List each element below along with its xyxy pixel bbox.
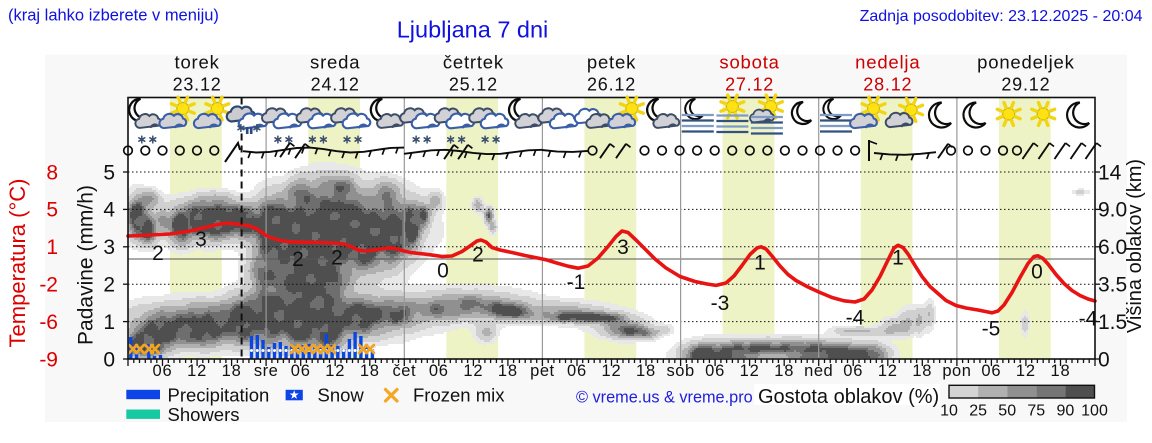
svg-text:12: 12	[878, 362, 898, 380]
svg-text:5: 5	[46, 199, 58, 222]
svg-text:50: 50	[998, 403, 1016, 420]
svg-text:0: 0	[103, 348, 115, 371]
svg-text:-4: -4	[846, 307, 865, 330]
svg-text:9.0: 9.0	[1098, 199, 1127, 222]
svg-text:-5: -5	[982, 318, 1001, 341]
svg-text:Padavine (mm/h): Padavine (mm/h)	[75, 185, 98, 345]
svg-text:1: 1	[46, 236, 58, 259]
svg-text:Gostota oblakov (%): Gostota oblakov (%)	[758, 386, 939, 408]
svg-text:-3: -3	[711, 292, 730, 315]
svg-text:2: 2	[103, 274, 115, 297]
svg-text:Višina oblakov (km): Višina oblakov (km)	[1124, 159, 1146, 333]
svg-text:29.12: 29.12	[1001, 75, 1050, 95]
svg-text:sreda: sreda	[310, 52, 360, 73]
svg-text:06: 06	[429, 362, 449, 380]
svg-text:26.12: 26.12	[587, 75, 636, 95]
svg-text:14: 14	[1098, 161, 1122, 184]
svg-text:23.12: 23.12	[173, 75, 222, 95]
svg-text:18: 18	[360, 362, 380, 380]
svg-text:sre: sre	[254, 362, 278, 380]
svg-text:petek: petek	[587, 52, 636, 73]
svg-text:06: 06	[705, 362, 725, 380]
svg-text:18: 18	[498, 362, 518, 380]
svg-text:1: 1	[103, 311, 115, 334]
svg-text:75: 75	[1027, 403, 1045, 420]
svg-text:pon: pon	[942, 362, 971, 380]
svg-text:3.5: 3.5	[1098, 274, 1127, 297]
svg-text:Zadnja posodobitev: 23.12.2025: Zadnja posodobitev: 23.12.2025 - 20:04	[860, 8, 1143, 25]
svg-text:nedelja: nedelja	[855, 52, 920, 73]
svg-text:2: 2	[292, 248, 304, 271]
svg-text:sob: sob	[667, 362, 695, 380]
svg-text:18: 18	[636, 362, 656, 380]
svg-text:sobota: sobota	[719, 52, 779, 73]
svg-text:18: 18	[774, 362, 794, 380]
svg-text:8: 8	[46, 161, 58, 184]
svg-text:24.12: 24.12	[311, 75, 360, 95]
svg-text:1: 1	[754, 252, 766, 275]
svg-text:06: 06	[981, 362, 1001, 380]
svg-text:25: 25	[969, 403, 987, 420]
svg-text:6.0: 6.0	[1098, 236, 1127, 259]
svg-text:-1: -1	[567, 271, 586, 294]
svg-text:-6: -6	[39, 311, 58, 334]
svg-text:25.12: 25.12	[449, 75, 498, 95]
svg-text:90: 90	[1057, 403, 1075, 420]
svg-text:Snow: Snow	[318, 385, 365, 406]
svg-text:06: 06	[843, 362, 863, 380]
svg-text:12: 12	[187, 362, 207, 380]
svg-text:12: 12	[740, 362, 760, 380]
svg-text:12: 12	[325, 362, 345, 380]
svg-text:torek: torek	[175, 52, 220, 73]
svg-text:18: 18	[222, 362, 242, 380]
svg-text:12: 12	[463, 362, 483, 380]
svg-text:06: 06	[567, 362, 587, 380]
svg-text:06: 06	[291, 362, 311, 380]
svg-text:Ljubljana 7 dni: Ljubljana 7 dni	[397, 17, 549, 43]
svg-text:čet: čet	[393, 362, 417, 380]
svg-text:ponedeljek: ponedeljek	[977, 52, 1075, 73]
svg-text:0: 0	[1031, 261, 1043, 284]
svg-text:ned: ned	[804, 362, 833, 380]
svg-text:06: 06	[153, 362, 173, 380]
svg-text:4: 4	[103, 199, 115, 222]
svg-text:18: 18	[912, 362, 932, 380]
svg-text:100: 100	[1081, 403, 1108, 420]
svg-text:5: 5	[103, 161, 115, 184]
svg-text:12: 12	[602, 362, 622, 380]
svg-text:18: 18	[1051, 362, 1071, 380]
svg-text:12: 12	[1016, 362, 1036, 380]
svg-text:3: 3	[103, 236, 115, 259]
svg-text:0: 0	[1098, 348, 1110, 371]
svg-text:-4: -4	[1079, 308, 1098, 331]
svg-text:3: 3	[617, 236, 629, 259]
svg-text:Showers: Showers	[168, 404, 240, 425]
svg-text:27.12: 27.12	[725, 75, 774, 95]
svg-text:Frozen mix: Frozen mix	[413, 385, 505, 406]
svg-text:2: 2	[152, 242, 164, 265]
svg-text:-9: -9	[39, 348, 58, 371]
svg-text:Temperatura (°C): Temperatura (°C)	[5, 179, 30, 348]
svg-text:(kraj lahko izberete v meniju): (kraj lahko izberete v meniju)	[8, 6, 219, 24]
svg-text:-2: -2	[39, 274, 58, 297]
svg-text:2: 2	[331, 247, 343, 270]
svg-text:3: 3	[195, 228, 207, 251]
svg-text:10: 10	[940, 403, 958, 420]
svg-text:pet: pet	[530, 362, 554, 380]
svg-text:1: 1	[892, 247, 904, 270]
svg-text:2: 2	[472, 244, 484, 267]
svg-text:Precipitation: Precipitation	[168, 385, 270, 406]
svg-text:© vreme.us & vreme.pro: © vreme.us & vreme.pro	[576, 389, 753, 407]
svg-text:0: 0	[437, 260, 449, 283]
svg-text:četrtek: četrtek	[443, 52, 504, 73]
svg-text:1.5: 1.5	[1098, 311, 1127, 334]
svg-text:28.12: 28.12	[863, 75, 912, 95]
